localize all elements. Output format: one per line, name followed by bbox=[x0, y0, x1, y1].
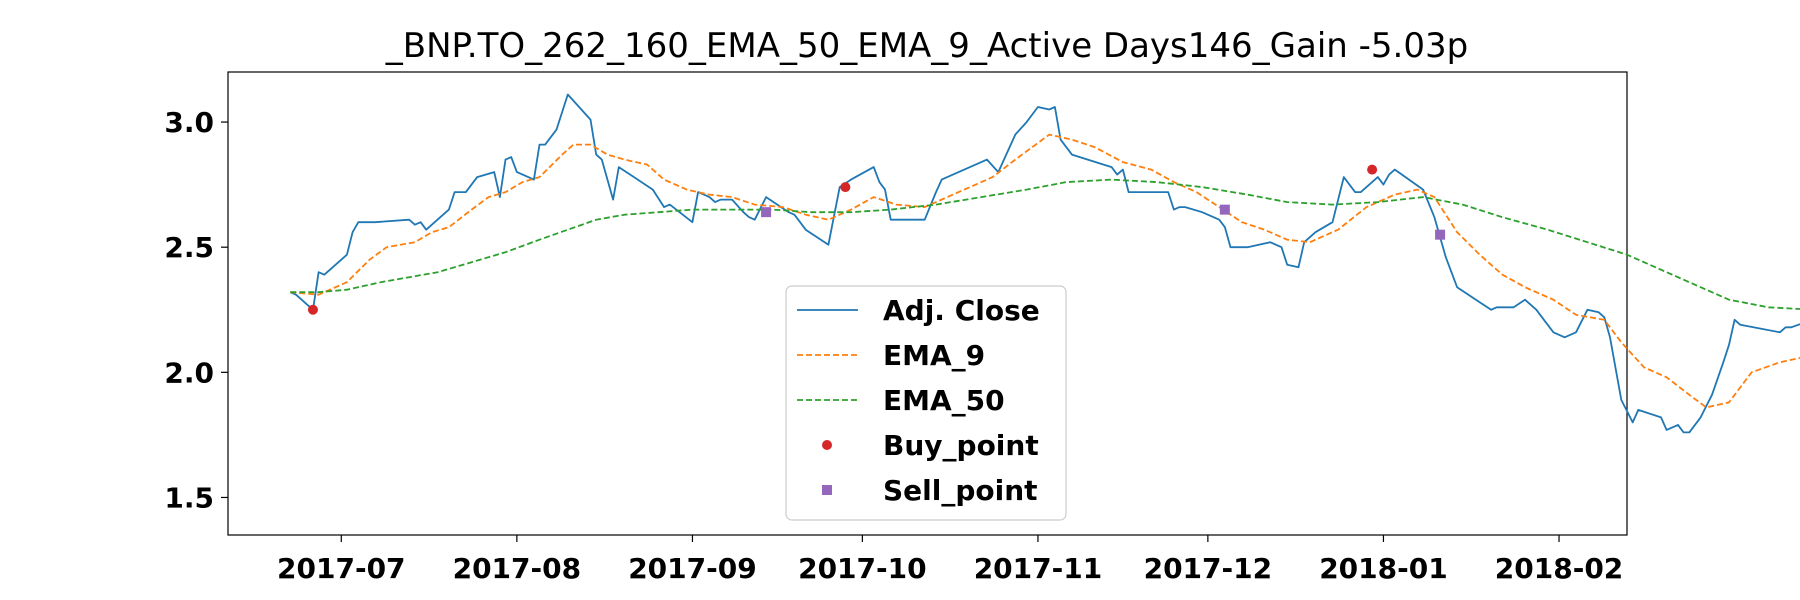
y-axis: 1.5 2.0 2.5 3.0 bbox=[164, 106, 228, 514]
x-tick-label: 2017-08 bbox=[453, 552, 582, 585]
legend-box bbox=[785, 285, 1067, 521]
legend-label-buy-point: Buy_point bbox=[883, 429, 1039, 462]
x-tick-label: 2018-02 bbox=[1495, 552, 1624, 585]
y-tick-label: 2.5 bbox=[164, 231, 214, 264]
x-axis: 2017-07 2017-08 2017-09 2017-10 2017-11 2017-… bbox=[277, 535, 1623, 585]
marker-layer bbox=[307, 164, 1446, 315]
x-tick-label: 2017-12 bbox=[1144, 552, 1273, 585]
legend-swatch-buy-point bbox=[822, 440, 832, 450]
y-tick-label: 1.5 bbox=[164, 481, 214, 514]
marker-buy-point bbox=[307, 304, 318, 315]
legend-label-sell-point: Sell_point bbox=[883, 474, 1038, 507]
y-tick-label: 3.0 bbox=[164, 106, 214, 139]
legend-label-ema-9: EMA_9 bbox=[883, 339, 985, 372]
marker-sell-point bbox=[761, 207, 772, 218]
x-tick-label: 2017-07 bbox=[277, 552, 406, 585]
x-tick-label: 2018-01 bbox=[1319, 552, 1448, 585]
marker-buy-point bbox=[1367, 164, 1378, 175]
marker-sell-point bbox=[1219, 204, 1230, 215]
marker-sell-point bbox=[1435, 229, 1446, 240]
x-tick-label: 2017-11 bbox=[974, 552, 1103, 585]
marker-buy-point bbox=[840, 182, 851, 193]
chart-title: _BNP.TO_262_160_EMA_50_EMA_9_Active Days… bbox=[385, 26, 1468, 66]
x-tick-label: 2017-09 bbox=[628, 552, 757, 585]
series-layer bbox=[289, 93, 1800, 434]
series-line-ema-50 bbox=[290, 178, 1800, 310]
legend-swatch-sell-point bbox=[822, 485, 832, 495]
series-line-ema-9 bbox=[290, 133, 1800, 409]
y-tick-label: 2.0 bbox=[164, 356, 214, 389]
series-line-adj-close bbox=[289, 93, 1800, 434]
legend-label-adj-close: Adj. Close bbox=[883, 294, 1040, 327]
legend: Adj. Close EMA_9 EMA_50 Buy_point Sell_p… bbox=[785, 285, 1067, 521]
legend-label-ema-50: EMA_50 bbox=[883, 384, 1005, 417]
x-tick-label: 2017-10 bbox=[798, 552, 927, 585]
